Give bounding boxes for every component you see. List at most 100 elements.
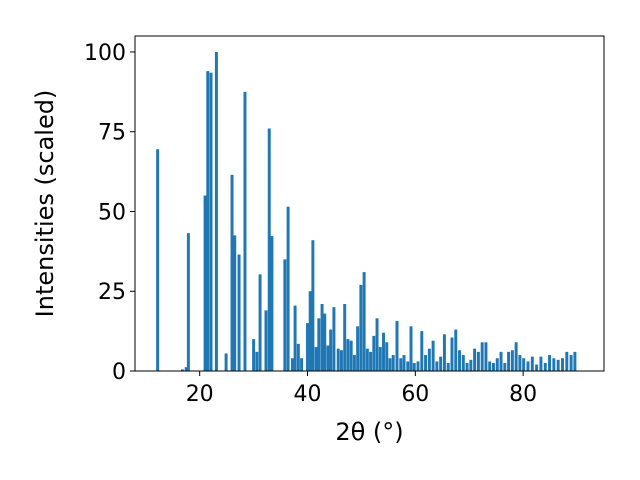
x-tick-label: 40 [294, 382, 322, 407]
bar [488, 361, 492, 371]
bar [356, 326, 360, 371]
bar [461, 355, 465, 371]
bar [203, 195, 207, 371]
y-tick-label: 0 [112, 360, 126, 385]
bar [237, 254, 241, 371]
bar [454, 329, 458, 371]
bar [209, 72, 213, 371]
bar [480, 342, 484, 371]
bar [552, 358, 556, 371]
bar [526, 361, 530, 371]
bar [308, 291, 312, 371]
bar [369, 351, 373, 371]
bar [569, 355, 573, 371]
bar [311, 240, 315, 371]
bar [362, 272, 366, 371]
y-tick-label: 100 [84, 41, 126, 66]
bar [352, 355, 356, 371]
bar [495, 358, 499, 371]
bar [530, 356, 534, 371]
bar [317, 318, 321, 371]
bar [214, 51, 218, 371]
bar [385, 342, 389, 371]
bar [465, 363, 469, 371]
bar [473, 348, 477, 371]
y-tick-label: 25 [98, 280, 126, 305]
bar [296, 343, 300, 371]
bar [409, 326, 413, 371]
bar [339, 350, 343, 371]
bar [320, 304, 324, 371]
bar [399, 358, 403, 371]
bar [323, 313, 327, 371]
bar [314, 347, 318, 371]
bar [359, 284, 363, 371]
bar [427, 348, 431, 371]
bar [458, 350, 461, 371]
bar [184, 367, 188, 371]
x-tick-label: 20 [186, 382, 214, 407]
bar [499, 351, 503, 371]
bar [286, 206, 290, 371]
y-tick-label: 50 [98, 200, 126, 225]
bar [507, 351, 511, 371]
bar [243, 91, 247, 371]
bar [382, 332, 385, 371]
bar [290, 358, 294, 371]
bar [439, 356, 443, 371]
bar [306, 323, 309, 371]
bar [431, 340, 435, 371]
bar [365, 348, 369, 371]
bar [446, 363, 450, 371]
bar [264, 310, 268, 371]
bar [252, 339, 256, 371]
bar [391, 355, 395, 371]
bar [565, 351, 569, 371]
bar [503, 363, 507, 371]
y-axis-ticks: 0 25 50 75 100 [84, 41, 135, 385]
bar [230, 174, 234, 371]
bar [548, 355, 552, 371]
bar [332, 307, 336, 371]
bar [420, 331, 424, 371]
bar [510, 350, 514, 371]
x-axis-ticks: 20 40 60 80 [186, 371, 537, 407]
bar [522, 358, 526, 371]
bar [180, 369, 184, 371]
bar [406, 361, 410, 371]
bar [283, 259, 287, 371]
bar [476, 351, 480, 371]
bar [270, 236, 274, 371]
bar [556, 359, 560, 371]
bar [573, 351, 577, 371]
bar [484, 342, 488, 371]
bar [412, 363, 416, 371]
bar [300, 358, 304, 371]
bar [442, 334, 446, 371]
bar [395, 320, 399, 371]
bar [255, 351, 259, 371]
plot-frame [134, 35, 605, 372]
bar [372, 335, 376, 371]
bar [293, 305, 297, 371]
bar [492, 363, 495, 371]
bar [224, 353, 228, 371]
bar [469, 359, 473, 371]
bar [424, 355, 428, 371]
bar [233, 235, 237, 371]
y-axis-label: Intensities (scaled) [31, 90, 59, 318]
bar [336, 348, 340, 371]
bar [267, 128, 271, 371]
bar [435, 361, 439, 371]
plot-background [135, 36, 604, 371]
bar [518, 355, 522, 371]
bar [450, 337, 454, 371]
bar [343, 304, 347, 371]
bar [349, 340, 353, 371]
bar [543, 363, 547, 371]
x-axis-label: 2θ (°) [335, 418, 403, 446]
bar [329, 329, 333, 371]
bar [535, 364, 539, 371]
bar [561, 358, 564, 371]
